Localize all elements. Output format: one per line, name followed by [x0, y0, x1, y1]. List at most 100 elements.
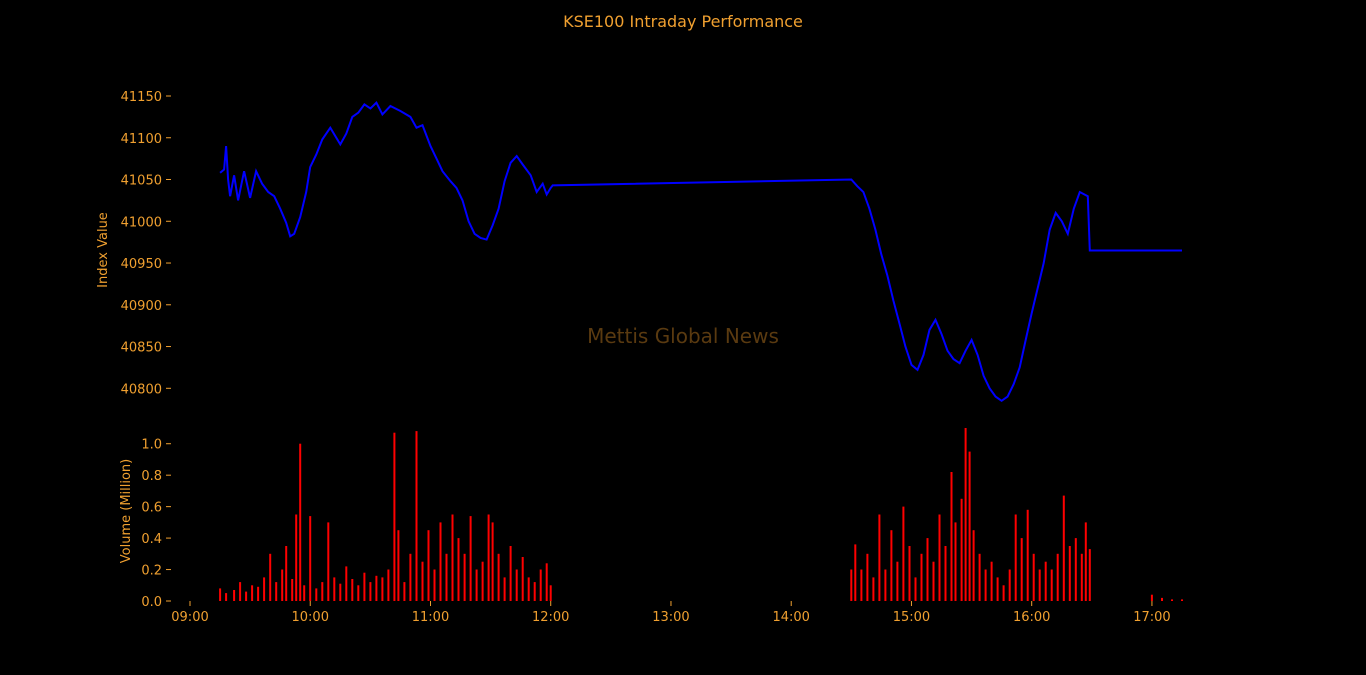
index-line — [219, 101, 1182, 403]
index-tick-label: 41050 — [121, 174, 162, 189]
volume-bar — [387, 569, 390, 601]
volume-bar — [878, 514, 881, 601]
volume-bar — [926, 538, 929, 601]
x-tick-label: 12:00 — [532, 610, 569, 625]
volume-bar — [225, 593, 228, 601]
volume-bar — [884, 569, 887, 601]
volume-bar — [914, 577, 917, 601]
volume-bar — [397, 530, 400, 601]
volume-bar — [1032, 553, 1035, 601]
volume-panel: Volume (Million) 0.0 0.2 0.4 0.6 0.8 1.0 — [119, 428, 1183, 610]
volume-bar — [509, 546, 512, 601]
volume-bar — [960, 498, 963, 601]
volume-bar — [427, 530, 430, 601]
volume-bar — [1014, 514, 1017, 601]
volume-y-axis-label: Volume (Million) — [119, 459, 134, 563]
volume-bar — [527, 577, 530, 601]
volume-bar — [549, 585, 552, 601]
volume-bar — [439, 522, 442, 601]
volume-bar — [1008, 569, 1011, 601]
volume-bar — [964, 428, 967, 601]
index-y-ticks: 40800 40850 40900 40950 41000 41050 41100 41150 — [121, 90, 171, 397]
volume-bar — [860, 569, 863, 601]
volume-bar — [345, 566, 348, 601]
volume-bar — [545, 563, 548, 601]
volume-bar — [333, 577, 336, 601]
volume-bar — [1038, 569, 1041, 601]
volume-bar — [968, 451, 971, 601]
volume-bar — [269, 553, 272, 601]
volume-bar — [1050, 569, 1053, 601]
volume-bar — [920, 553, 923, 601]
volume-bar — [451, 514, 454, 601]
volume-bar — [996, 577, 999, 601]
volume-bar — [445, 553, 448, 601]
x-tick-label: 13:00 — [652, 610, 689, 625]
volume-bar — [1150, 594, 1153, 601]
volume-bar — [503, 577, 506, 601]
volume-bar — [932, 561, 935, 601]
x-tick-label: 17:00 — [1133, 610, 1170, 625]
volume-tick-label: 0.2 — [141, 564, 162, 579]
volume-bar — [393, 432, 396, 601]
volume-bar — [533, 582, 536, 601]
volume-bar — [309, 516, 312, 601]
x-tick-label: 15:00 — [893, 610, 930, 625]
volume-bar — [433, 569, 436, 601]
chart-title: KSE100 Intraday Performance — [563, 12, 803, 31]
volume-bar — [908, 546, 911, 601]
volume-bar — [1171, 599, 1173, 601]
volume-bar — [1044, 561, 1047, 601]
volume-bar — [251, 585, 254, 601]
volume-bar — [291, 579, 294, 601]
volume-bar — [281, 569, 284, 601]
volume-bar — [850, 569, 853, 601]
index-tick-label: 41100 — [121, 132, 162, 147]
volume-bar — [872, 577, 875, 601]
volume-tick-label: 0.4 — [141, 532, 162, 547]
volume-bar — [1062, 495, 1065, 601]
volume-bar — [944, 546, 947, 601]
volume-bar — [521, 557, 524, 601]
volume-tick-label: 0.8 — [141, 469, 162, 484]
x-axis-ticks: 09:00 10:00 11:00 12:00 13:00 14:00 15:00 16:00… — [171, 601, 1171, 625]
volume-bar — [497, 553, 500, 601]
volume-bar — [1080, 553, 1083, 601]
volume-bar — [239, 582, 242, 601]
index-tick-label: 40800 — [121, 382, 162, 397]
volume-bar — [415, 431, 418, 601]
volume-bar — [285, 546, 288, 601]
volume-bar — [954, 522, 957, 601]
volume-bar — [263, 577, 266, 601]
volume-bar — [539, 569, 542, 601]
index-y-axis-label: Index Value — [96, 212, 111, 288]
x-tick-label: 10:00 — [292, 610, 329, 625]
volume-bar — [363, 572, 366, 601]
volume-bar — [315, 588, 318, 601]
volume-bar — [854, 544, 857, 601]
volume-bar — [972, 530, 975, 601]
volume-bar — [978, 553, 981, 601]
volume-bar — [275, 582, 278, 601]
x-tick-label: 14:00 — [772, 610, 809, 625]
volume-bar — [463, 553, 466, 601]
index-tick-label: 40900 — [121, 299, 162, 314]
volume-bar — [1026, 509, 1029, 601]
volume-bar — [351, 579, 354, 601]
volume-bar — [1056, 553, 1059, 601]
volume-bar — [219, 588, 222, 601]
volume-bar — [487, 514, 490, 601]
volume-bar — [1084, 522, 1087, 601]
volume-bar — [1074, 538, 1077, 601]
volume-tick-label: 0.6 — [141, 501, 162, 516]
volume-bar — [938, 514, 941, 601]
x-tick-label: 16:00 — [1013, 610, 1050, 625]
volume-bar — [866, 553, 869, 601]
index-panel: Index Value 40800 40850 40900 40950 41000 410… — [96, 90, 1182, 403]
volume-bar — [890, 530, 893, 601]
volume-bars — [219, 428, 1183, 601]
volume-bar — [369, 582, 372, 601]
volume-bar — [475, 569, 478, 601]
volume-bar — [1181, 599, 1183, 601]
volume-bar — [303, 585, 306, 601]
